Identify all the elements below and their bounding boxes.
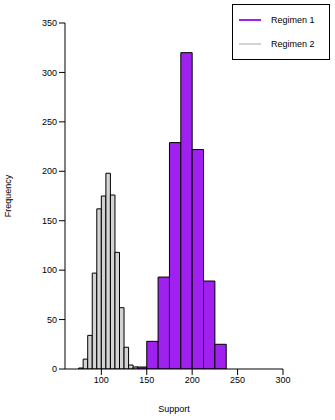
svg-text:300: 300	[42, 68, 57, 78]
html-text:Regimen 1: Regimen 1	[271, 15, 315, 25]
svg-text:300: 300	[275, 375, 290, 385]
svg-text:100: 100	[42, 265, 57, 275]
svg-text:250: 250	[230, 375, 245, 385]
svg-text:0: 0	[52, 364, 57, 374]
svg-text:250: 250	[42, 117, 57, 127]
svg-text:Support: Support	[158, 404, 190, 414]
svg-text:Frequency: Frequency	[8, 174, 13, 217]
svg-text:50: 50	[47, 315, 57, 325]
svg-text:150: 150	[42, 216, 57, 226]
svg-text:200: 200	[185, 375, 200, 385]
html-text:Regimen 2: Regimen 2	[271, 39, 315, 49]
svg-text:150: 150	[139, 375, 154, 385]
svg-text:200: 200	[42, 166, 57, 176]
svg-text:100: 100	[94, 375, 109, 385]
svg-text:350: 350	[42, 18, 57, 28]
